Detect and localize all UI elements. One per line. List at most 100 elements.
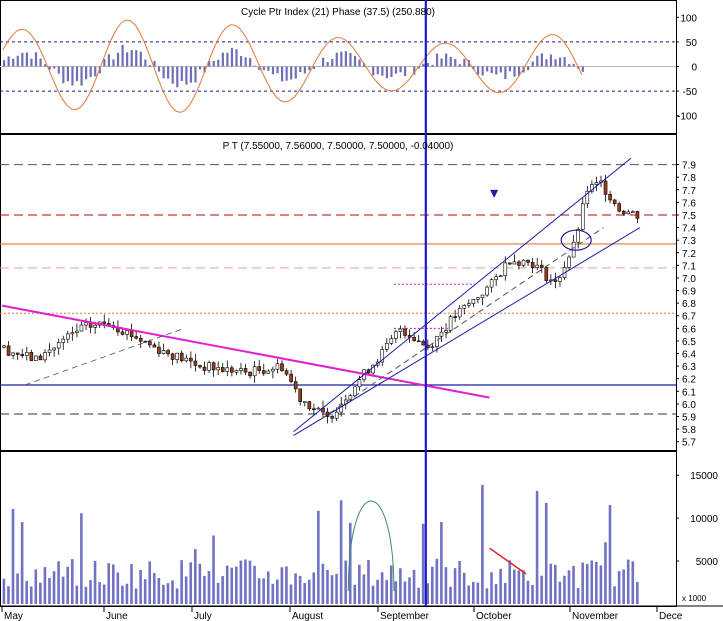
candle-down [134,336,138,339]
cycle-bar [53,66,56,69]
cycle-bar [404,66,407,76]
candle-down [29,352,34,361]
cycle-title: Cycle Ptr Index (21) Phase (37.5) (250.8… [241,7,435,18]
cycle-bar [504,66,507,79]
candle-up [512,261,517,265]
cycle-bar [349,53,352,67]
candle-up [357,379,362,388]
candle-up [225,367,230,372]
cycle-bar [545,59,548,67]
volume-ytick-label: 10000 [690,514,718,525]
candle-down [157,346,161,354]
volume-bar [162,584,165,604]
candle-up [175,352,179,360]
candle-down [129,330,134,337]
volume-bar [216,582,220,604]
cycle-bar [221,52,224,67]
candle-up [626,211,631,215]
cycle-bar [71,66,74,86]
candle-down [526,259,530,263]
volume-bar [157,577,161,604]
candle-down [293,381,298,390]
price-ytick-label: 7.0 [682,274,696,285]
signal-arrow-icon [490,189,499,198]
volume-bar [339,500,343,604]
price-ytick-label: 5.9 [682,413,696,424]
candle-up [576,229,581,243]
volume-bar [230,567,234,604]
volume-bar [394,581,398,604]
candle-down [102,321,107,324]
candle-up [521,259,526,266]
candle-up [389,338,394,344]
candle-up [266,370,271,374]
cycle-bar [80,66,83,86]
candle-up [430,346,435,349]
cycle-bar [25,52,28,67]
cycle-bar [21,52,24,67]
volume-bar [567,570,571,604]
cycle-bar [94,66,97,77]
volume-bar [389,565,393,604]
cycle-bar [435,53,439,67]
volume-bar [276,579,279,604]
price-ytick-label: 7.1 [682,261,696,272]
cycle-ytick-label: 0 [691,63,697,74]
cycle-bar [267,66,270,71]
volume-bar [57,561,60,604]
candle-up [567,256,571,268]
candle-down [403,328,407,336]
candle-down [312,408,316,411]
volume-bar [102,584,106,604]
candle-up [444,330,448,333]
volume-bar [75,585,79,604]
volume-bar [107,563,111,604]
candle-up [398,328,403,333]
candle-down [280,363,284,371]
volume-bar [599,565,603,604]
cycle-bar [326,62,329,67]
volume-bar [139,569,142,604]
volume-bar [134,588,138,604]
candle-up [43,352,47,361]
cycle-bar [121,44,124,67]
cycle-bar [426,63,430,67]
volume-bar [235,566,238,604]
candle-up [275,363,280,370]
volume-bar [70,559,74,604]
candle-up [302,401,307,403]
volume-bar [458,561,461,604]
volume-bar [608,505,612,604]
candle-down [15,352,20,355]
volume-bar [130,563,133,604]
cycle-bar [499,66,502,73]
volume-bar [34,569,38,604]
candle-down [148,341,152,346]
volume-bar [371,585,375,604]
cycle-ytick-label: -50 [683,87,698,98]
volume-bar [294,573,297,604]
month-label: October [476,611,512,621]
cycle-bar [126,52,129,67]
volume-bar [622,569,625,604]
cycle-bar [554,59,557,67]
cycle-bar [449,56,452,67]
cycle-bar [48,66,51,70]
volume-bar [421,523,425,604]
candle-down [617,203,622,212]
candle-down [138,337,143,342]
candle-up [394,331,398,339]
candle-up [498,275,503,278]
candle-up [271,368,275,372]
cycle-bar [299,66,302,73]
cycle-bar [258,66,261,71]
candle-up [207,362,211,371]
candle-up [234,370,239,373]
candle-up [585,191,590,205]
volume-bar [376,579,379,604]
volume-bar [353,584,357,604]
cycle-bar [176,66,179,88]
candle-up [353,386,357,396]
cycle-bar [385,66,388,79]
cycle-bar [66,66,69,82]
